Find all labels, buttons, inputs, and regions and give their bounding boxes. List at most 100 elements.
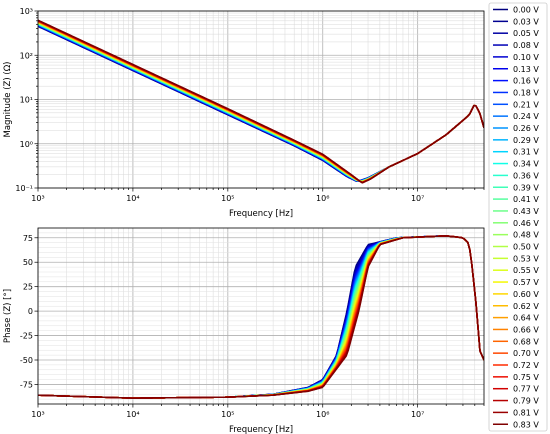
- legend-label: 0.36 V: [513, 171, 539, 180]
- phase-x-tick-label: 10⁶: [316, 410, 329, 419]
- phase-x-tick-label: 10⁷: [411, 410, 424, 419]
- legend-label: 0.39 V: [513, 183, 539, 192]
- legend-label: 0.18 V: [513, 88, 539, 97]
- legend-item: 0.29 V: [493, 136, 539, 145]
- legend-item: 0.39 V: [493, 183, 539, 192]
- magnitude-x-tick-label: 10⁵: [221, 194, 234, 203]
- legend-item: 0.81 V: [493, 408, 539, 417]
- legend-item: 0.57 V: [493, 278, 539, 287]
- magnitude-y-tick-label: 10⁻¹: [15, 184, 33, 193]
- magnitude-y-axis-label: Magnitude (Z) (Ω): [3, 61, 13, 137]
- magnitude-ticks: 10³ 10⁴ 10⁵ 10⁶ 10⁷ 10⁻¹ 10⁰ 10¹ 10² 10³: [15, 7, 485, 203]
- legend-item: 0.13 V: [493, 65, 539, 74]
- phase-y-axis-label: Phase (Z) [°]: [3, 289, 13, 343]
- legend-label: 0.31 V: [513, 148, 539, 157]
- phase-series: [38, 235, 484, 399]
- legend-label: 0.10 V: [513, 53, 539, 62]
- legend-label: 0.41 V: [513, 195, 539, 204]
- legend-label: 0.68 V: [513, 337, 539, 346]
- legend-item: 0.08 V: [493, 41, 539, 50]
- legend-item: 0.46 V: [493, 219, 539, 228]
- legend-item: 0.83 V: [493, 420, 539, 429]
- legend-label: 0.29 V: [513, 136, 539, 145]
- legend-item: 0.16 V: [493, 77, 539, 86]
- legend-frame: [488, 2, 548, 432]
- legend-item: 0.72 V: [493, 361, 539, 370]
- phase-series-line-0.83-V: [38, 235, 484, 399]
- legend-label: 0.55 V: [513, 266, 539, 275]
- legend-label: 0.75 V: [513, 373, 539, 382]
- legend-label: 0.60 V: [513, 290, 539, 299]
- legend-label: 0.66 V: [513, 325, 539, 334]
- legend-item: 0.03 V: [493, 17, 539, 26]
- legend-label: 0.57 V: [513, 278, 539, 287]
- legend-item: 0.66 V: [493, 325, 539, 334]
- legend-item: 0.31 V: [493, 148, 539, 157]
- phase-y-tick-label: -75: [20, 380, 33, 389]
- legend-label: 0.81 V: [513, 408, 539, 417]
- legend-item: 0.36 V: [493, 171, 539, 180]
- phase-x-tick-label: 10³: [31, 410, 44, 419]
- phase-x-tick-label: 10⁵: [221, 410, 234, 419]
- legend-item: 0.75 V: [493, 373, 539, 382]
- phase-ticks: 10³ 10⁴ 10⁵ 10⁶ 10⁷ -75 -50 -25 0 25 50 75: [20, 234, 485, 419]
- legend-label: 0.46 V: [513, 219, 539, 228]
- magnitude-y-tick-label: 10⁰: [20, 140, 33, 149]
- legend-label: 0.72 V: [513, 361, 539, 370]
- legend-item: 0.21 V: [493, 100, 539, 109]
- phase-x-tick-label: 10⁴: [126, 410, 139, 419]
- legend-label: 0.50 V: [513, 243, 539, 252]
- legend-label: 0.83 V: [513, 420, 539, 429]
- legend-item: 0.79 V: [493, 397, 539, 406]
- legend-label: 0.16 V: [513, 77, 539, 86]
- legend-label: 0.43 V: [513, 207, 539, 216]
- magnitude-x-tick-label: 10⁴: [126, 194, 139, 203]
- magnitude-series: [38, 19, 484, 184]
- magnitude-x-tick-label: 10⁶: [316, 194, 329, 203]
- legend-label: 0.77 V: [513, 385, 539, 394]
- legend-item: 0.34 V: [493, 160, 539, 169]
- legend-item: 0.64 V: [493, 314, 539, 323]
- legend-label: 0.00 V: [513, 6, 539, 15]
- legend-item: 0.10 V: [493, 53, 539, 62]
- legend-label: 0.48 V: [513, 231, 539, 240]
- phase-y-tick-label: 75: [23, 234, 33, 243]
- legend-label: 0.79 V: [513, 397, 539, 406]
- phase-y-tick-label: -50: [20, 356, 33, 365]
- legend-label: 0.21 V: [513, 100, 539, 109]
- phase-y-tick-label: -25: [20, 332, 33, 341]
- phase-y-tick-label: 0: [28, 307, 33, 316]
- legend-label: 0.24 V: [513, 112, 539, 121]
- legend-item: 0.55 V: [493, 266, 539, 275]
- magnitude-y-tick-label: 10³: [20, 7, 33, 16]
- legend-item: 0.68 V: [493, 337, 539, 346]
- legend-item: 0.43 V: [493, 207, 539, 216]
- phase-plot: 10³ 10⁴ 10⁵ 10⁶ 10⁷ -75 -50 -25 0 25 50 75 Frequenc…: [3, 227, 485, 434]
- legend-item: 0.24 V: [493, 112, 539, 121]
- magnitude-y-tick-label: 10¹: [20, 96, 33, 105]
- legend-label: 0.08 V: [513, 41, 539, 50]
- legend-item: 0.77 V: [493, 385, 539, 394]
- magnitude-x-tick-label: 10⁷: [411, 194, 424, 203]
- legend-label: 0.05 V: [513, 29, 539, 38]
- legend-label: 0.53 V: [513, 254, 539, 263]
- magnitude-plot: 10³ 10⁴ 10⁵ 10⁶ 10⁷ 10⁻¹ 10⁰ 10¹ 10² 10³ Frequenc…: [3, 7, 485, 219]
- legend-label: 0.70 V: [513, 349, 539, 358]
- legend-item: 0.18 V: [493, 88, 539, 97]
- magnitude-x-tick-label: 10³: [31, 194, 44, 203]
- legend-item: 0.62 V: [493, 302, 539, 311]
- legend-item: 0.05 V: [493, 29, 539, 38]
- legend-item: 0.53 V: [493, 254, 539, 263]
- legend-label: 0.64 V: [513, 314, 539, 323]
- phase-axes-frame: [37, 227, 485, 405]
- legend-item: 0.50 V: [493, 243, 539, 252]
- legend-item: 0.70 V: [493, 349, 539, 358]
- legend-item: 0.00 V: [493, 6, 539, 15]
- phase-y-tick-label: 25: [23, 283, 33, 292]
- legend-item: 0.60 V: [493, 290, 539, 299]
- legend-label: 0.26 V: [513, 124, 539, 133]
- legend-label: 0.34 V: [513, 160, 539, 169]
- legend-item: 0.48 V: [493, 231, 539, 240]
- phase-y-tick-label: 50: [23, 258, 33, 267]
